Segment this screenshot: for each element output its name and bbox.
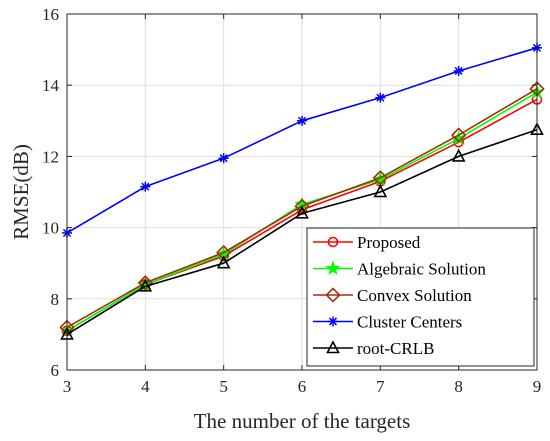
legend-marker [325,287,341,303]
diamond-marker-icon [451,127,467,143]
y-tick-labels: 6 8 10 12 14 16 [42,5,60,380]
circle-marker-icon [327,236,339,248]
asterisk-marker-icon [328,317,338,326]
data-point [451,127,467,143]
triangle-marker-icon [138,278,153,292]
asterisk-marker-icon [454,66,463,76]
data-point [373,184,388,198]
asterisk-marker-icon [141,182,150,191]
x-tick-label: 9 [533,377,542,396]
y-tick-label: 12 [42,147,59,166]
legend-box [306,227,535,367]
legend-marker [328,316,338,327]
data-point [375,92,386,103]
triangle-marker-icon [295,205,309,219]
x-tick-label: 5 [219,377,228,396]
y-tick-label: 8 [51,290,60,309]
data-point [453,65,464,76]
x-tick-labels: 3 4 5 6 7 8 9 [63,377,542,396]
data-point [137,275,153,291]
data-point [451,148,466,162]
legend-label: Cluster Centers [357,313,462,332]
legend-entry: Algebraic Solution [313,260,486,279]
triangle-marker-icon [451,148,466,162]
diamond-marker-icon [137,275,153,291]
legend-marker [325,260,341,275]
legend-marker [327,236,339,248]
legend-marker [326,340,340,354]
y-tick-label: 16 [42,5,59,24]
star-marker-icon [325,260,341,275]
data-point [140,181,151,192]
data-point [138,278,153,292]
legend-label: Proposed [357,233,421,252]
legend: Proposed Algebraic Solution Convex Solutio… [306,227,535,367]
asterisk-marker-icon [297,116,307,125]
y-axis-title: RMSE(dB) [9,144,33,240]
x-tick-label: 8 [454,377,463,396]
data-point [297,115,307,126]
legend-label: root-CRLB [357,339,434,358]
x-tick-label: 7 [376,377,385,396]
y-tick-label: 10 [42,219,59,238]
x-tick-label: 6 [298,377,307,396]
data-point [372,171,388,186]
legend-entry: Convex Solution [313,286,472,305]
star-marker-icon [372,171,388,186]
legend-entry: Proposed [313,233,421,252]
triangle-marker-icon [216,255,231,269]
x-tick-label: 3 [63,377,72,396]
series-layer [59,42,545,340]
triangle-marker-icon [373,184,388,198]
x-tick-label: 4 [141,377,150,396]
asterisk-marker-icon [376,93,385,102]
legend-entry: root-CRLB [313,339,434,358]
data-point [295,205,309,219]
series-line [66,128,538,336]
diamond-marker-icon [216,244,232,261]
asterisk-marker-icon [219,154,228,163]
y-tick-label: 14 [42,76,60,95]
data-point [216,244,232,261]
data-point [218,153,229,164]
data-point [216,255,231,269]
y-tick-label: 6 [51,361,60,380]
triangle-marker-icon [326,340,340,354]
legend-label: Convex Solution [357,286,472,305]
x-axis-title: The number of the targets [194,409,411,433]
legend-label: Algebraic Solution [357,260,486,279]
legend-entry: Cluster Centers [313,313,462,332]
diamond-marker-icon [372,170,388,186]
diamond-marker-icon [325,287,341,303]
data-point [372,170,388,186]
